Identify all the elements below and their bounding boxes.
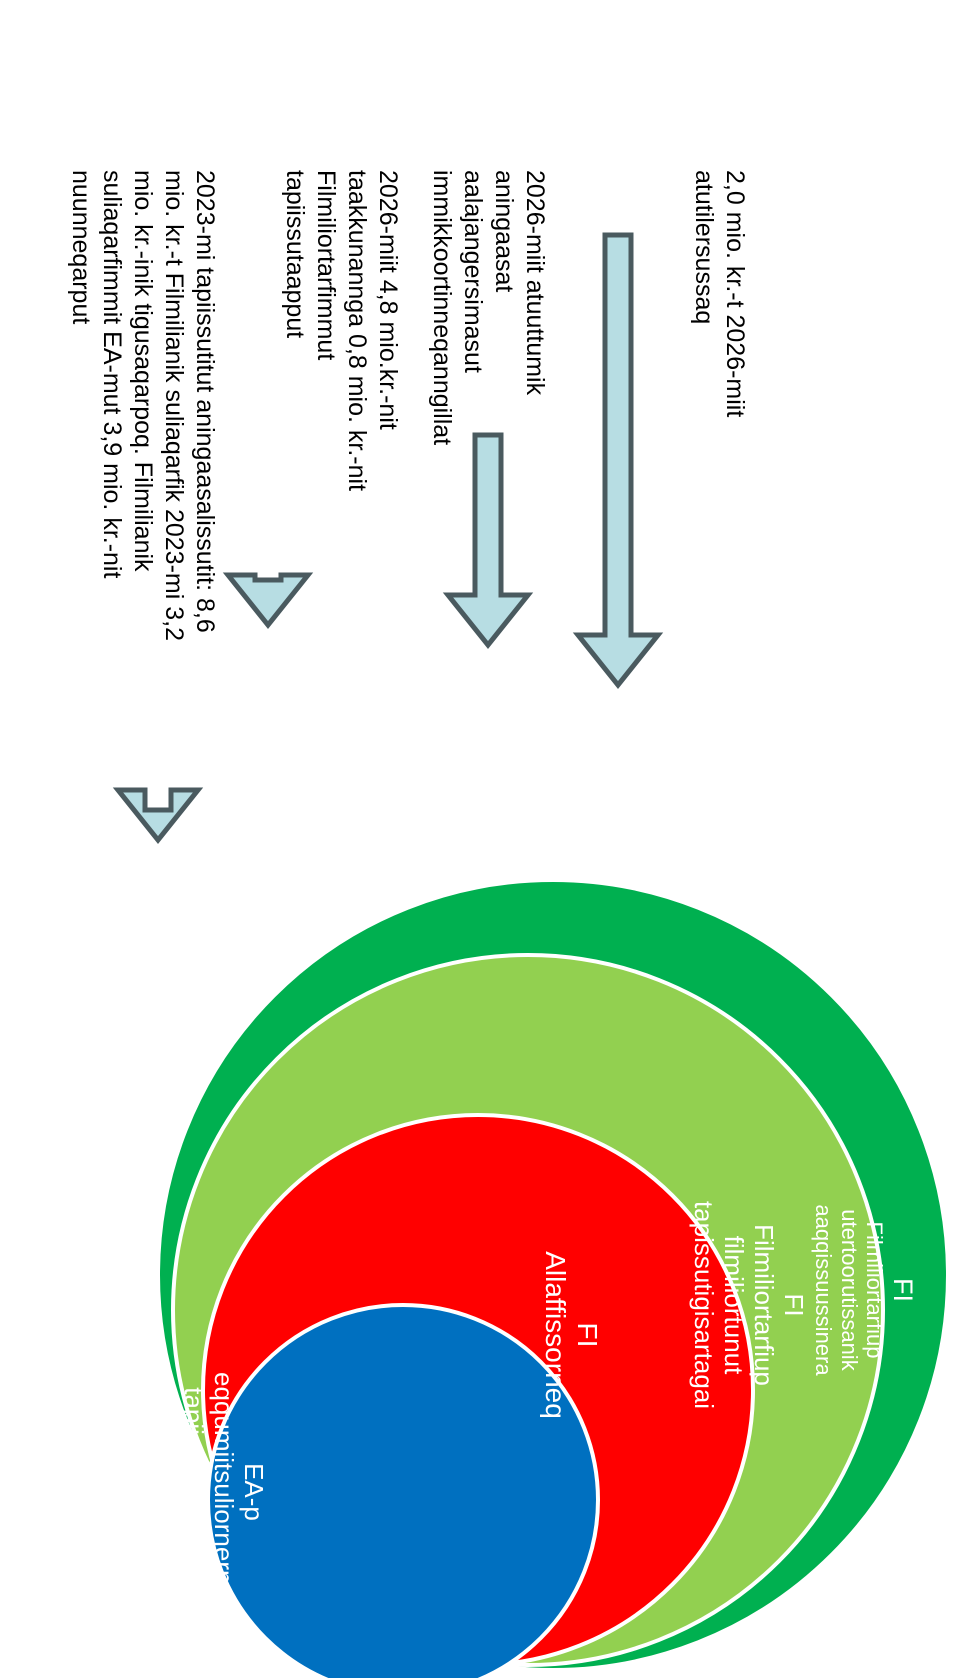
note-1: 2,0 mio. kr.-t 2026-miit atutilersussaq bbox=[690, 170, 749, 418]
down-arrow-icon bbox=[112, 787, 204, 845]
circle-text: Allaffissorneq bbox=[539, 1251, 571, 1419]
circle-label-inner: EA-p eqqumiitsuliornermut tapiissutai, f… bbox=[148, 1372, 269, 1614]
down-arrow-icon bbox=[442, 432, 534, 650]
note-2: 2026-miit atuuttumik aningaasat aalajang… bbox=[428, 170, 549, 446]
down-arrow-icon bbox=[572, 232, 664, 690]
circle-text: Filmiliortarfiup utertoorutissanik aaqqi… bbox=[811, 1204, 887, 1376]
circle-code: FI bbox=[888, 1278, 918, 1302]
circle-code: FI bbox=[572, 1322, 603, 1348]
circle-label-third: FI Allaffissorneq bbox=[539, 1220, 603, 1450]
circle-code: FI bbox=[779, 1293, 809, 1317]
circle-inner bbox=[206, 1303, 600, 1678]
circle-text: Filmiliortarfiup filmiliortunut tapissut… bbox=[689, 1200, 780, 1410]
circle-label-outer: FI Filmiliortarfiup utertoorutissanik aa… bbox=[811, 1160, 918, 1420]
note-4: 2023-mi tapiissutitut aningaasalissutit:… bbox=[67, 170, 219, 641]
down-arrow-icon bbox=[222, 572, 314, 630]
circle-text: EA-p eqqumiitsuliornermut tapiissutai, f… bbox=[149, 1372, 269, 1614]
circle-label-second: FI Filmiliortarfiup filmiliortunut tapis… bbox=[688, 1180, 809, 1430]
note-3: 2026-miit 4,8 mio.kr.-nit taakkunannga 0… bbox=[281, 170, 402, 492]
